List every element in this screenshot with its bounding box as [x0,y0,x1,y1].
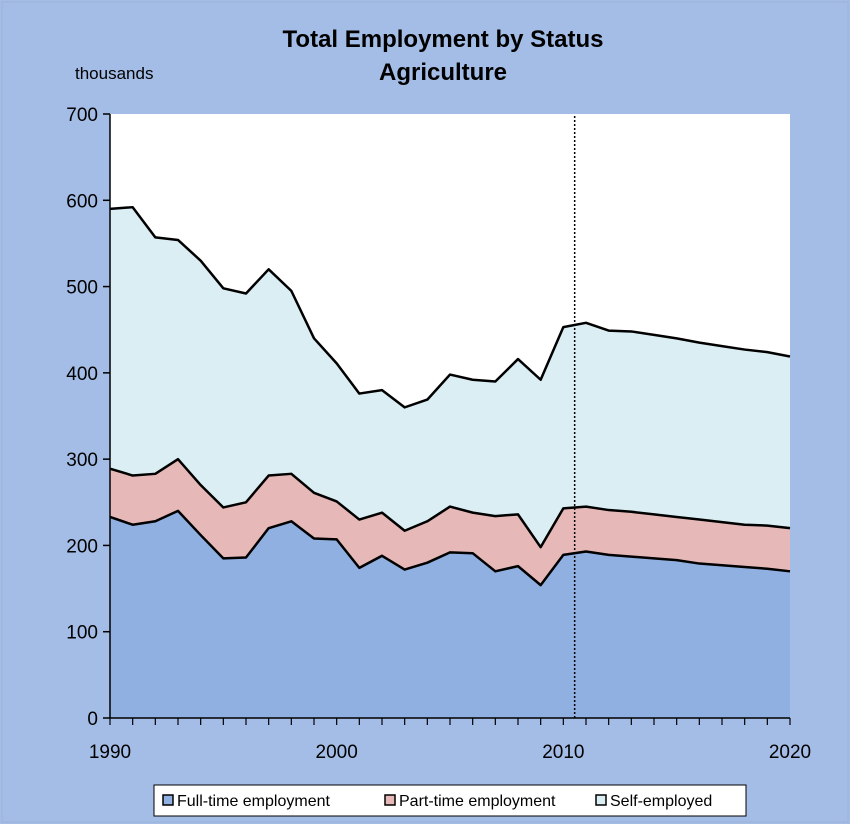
series-line-full-time-employment [109,509,791,587]
legend-label-part-time-employment: Part-time employment [399,793,556,810]
y-tick-label: 500 [66,278,98,299]
series-line-self-employed [109,205,791,409]
y-tick-label: 300 [66,450,98,471]
legend-swatch-part-time-employment [384,794,396,806]
stacked-areas [110,207,790,718]
chart-title: Total Employment by Status [283,26,604,53]
legend-swatch-self-employed [595,794,607,806]
legend-box [153,784,747,817]
y-tick-label: 200 [66,536,98,557]
x-tick-label: 2010 [542,742,584,763]
area-self-employed [110,207,790,548]
y-tick-label: 100 [66,623,98,644]
chart-subtitle: Agriculture [379,59,507,86]
area-full-time-employment [110,510,790,718]
legend-swatch-full-time-employment [162,794,174,806]
legend-label-full-time-employment: Full-time employment [177,793,330,810]
legend-label-self-employed: Self-employed [610,793,712,810]
series-line-part-time-employment [109,457,791,549]
y-axis-unit-label: thousands [75,64,153,83]
series-outlines [109,205,791,587]
y-tick-label: 400 [66,364,98,385]
x-tick-label: 2000 [316,742,358,763]
axes: 0 100 200 300 400 500 600 700 1990 2000 2010 2020 [66,105,811,763]
plot-area: 0 100 200 300 400 500 600 700 1990 2000 2010 2020 [66,105,811,763]
y-tick-label: 700 [66,105,98,126]
area-part-time-employment [110,459,790,586]
legend: Full-time employment Part-time employment… [153,784,747,817]
x-tick-label: 1990 [89,742,131,763]
y-tick-label: 600 [66,191,98,212]
y-tick-label: 0 [87,709,98,730]
x-tick-label: 2020 [769,742,811,763]
